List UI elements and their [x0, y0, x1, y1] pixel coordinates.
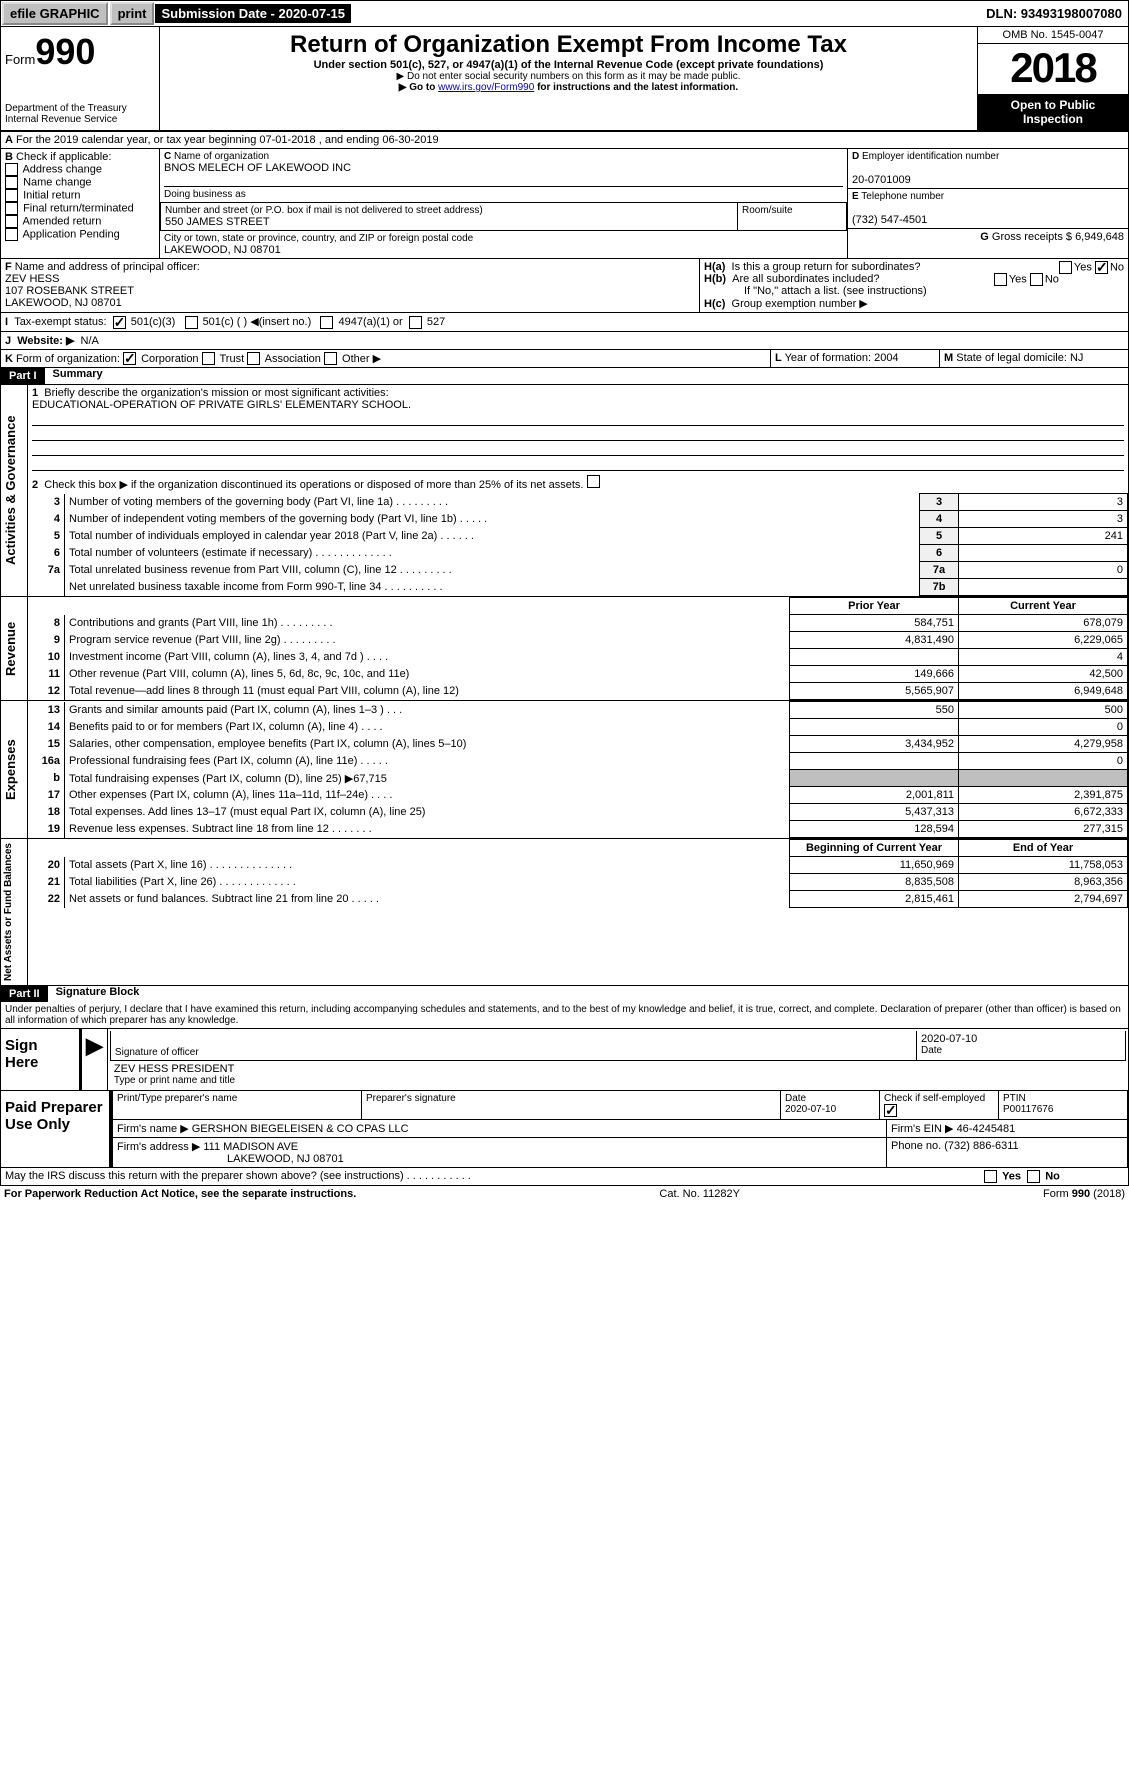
tax-year: 2018: [978, 44, 1128, 92]
phone: (732) 547-4501: [852, 214, 1124, 226]
chk-amended[interactable]: [5, 215, 18, 228]
paid-preparer-row: Paid Preparer Use Only Print/Type prepar…: [0, 1091, 1129, 1168]
chk-discuss-no[interactable]: [1027, 1170, 1040, 1183]
chk-address[interactable]: [5, 163, 18, 176]
chk-hb-no[interactable]: [1030, 273, 1043, 286]
rot-revenue: Revenue: [1, 597, 20, 700]
summary-block: Activities & Governance 1 Briefly descri…: [0, 385, 1129, 596]
form-subtitle-3: ▶ Go to www.irs.gov/Form990 for instruct…: [164, 82, 973, 93]
org-city: LAKEWOOD, NJ 08701: [164, 244, 843, 256]
form-subtitle-1: Under section 501(c), 527, or 4947(a)(1)…: [164, 59, 973, 71]
efile-button[interactable]: efile GRAPHIC: [2, 2, 108, 25]
irs-link[interactable]: www.irs.gov/Form990: [438, 82, 534, 93]
discuss-row: May the IRS discuss this return with the…: [0, 1168, 1129, 1186]
section-h: H(a) Is this a group return for subordin…: [700, 259, 1128, 312]
sections-b-to-g: B Check if applicable: Address change Na…: [0, 149, 1129, 258]
open-inspection: Open to Public Inspection: [978, 94, 1128, 130]
form-number: Form990: [5, 31, 155, 73]
form-header: Form990 Department of the Treasury Inter…: [0, 27, 1129, 132]
rot-netassets: Net Assets or Fund Balances: [1, 839, 16, 985]
chk-501c3[interactable]: [113, 316, 126, 329]
print-button[interactable]: print: [110, 2, 155, 25]
chk-4947[interactable]: [320, 316, 333, 329]
chk-hb-yes[interactable]: [994, 273, 1007, 286]
website: N/A: [81, 335, 99, 347]
rot-activities: Activities & Governance: [1, 385, 20, 596]
section-j: J Website: ▶ N/A: [0, 332, 1129, 350]
top-bar: efile GRAPHIC print Submission Date - 20…: [0, 0, 1129, 27]
sections-k-l-m: K Form of organization: Corporation Trus…: [0, 350, 1129, 369]
officer-print-name: ZEV HESS PRESIDENT: [114, 1063, 1122, 1075]
section-c: C Name of organization BNOS MELECH OF LA…: [160, 149, 847, 258]
chk-501c[interactable]: [185, 316, 198, 329]
sections-d-e-g: D Employer identification number 20-0701…: [847, 149, 1128, 258]
chk-ha-no[interactable]: [1095, 261, 1108, 274]
chk-527[interactable]: [409, 316, 422, 329]
summary-table-2: Prior YearCurrent Year8Contributions and…: [28, 597, 1128, 700]
chk-initial[interactable]: [5, 189, 18, 202]
footer: For Paperwork Reduction Act Notice, see …: [0, 1186, 1129, 1202]
sign-date: 2020-07-10: [921, 1033, 1121, 1045]
netassets-block: Net Assets or Fund Balances Beginning of…: [0, 838, 1129, 986]
officer-addr1: 107 ROSEBANK STREET: [5, 285, 134, 297]
chk-trust[interactable]: [202, 352, 215, 365]
section-i: I Tax-exempt status: 501(c)(3) 501(c) ( …: [0, 312, 1129, 332]
revenue-block: Revenue Prior YearCurrent Year8Contribut…: [0, 596, 1129, 700]
section-a: A For the 2019 calendar year, or tax yea…: [0, 132, 1129, 149]
firm-ein: 46-4245481: [957, 1123, 1016, 1135]
prep-date: 2020-07-10: [785, 1104, 836, 1115]
ein: 20-0701009: [852, 174, 1124, 186]
ptin: P00117676: [1003, 1104, 1053, 1115]
chk-corp[interactable]: [123, 352, 136, 365]
tax-period: For the 2019 calendar year, or tax year …: [16, 134, 439, 146]
chk-name[interactable]: [5, 176, 18, 189]
chk-pending[interactable]: [5, 228, 18, 241]
expenses-block: Expenses 13Grants and similar amounts pa…: [0, 700, 1129, 838]
dept-label: Department of the Treasury Internal Reve…: [5, 103, 155, 125]
firm-name: GERSHON BIEGELEISEN & CO CPAS LLC: [192, 1123, 409, 1135]
section-b: B Check if applicable: Address change Na…: [1, 149, 160, 258]
org-name: BNOS MELECH OF LAKEWOOD INC: [164, 162, 843, 174]
chk-assoc[interactable]: [247, 352, 260, 365]
summary-table-4: Beginning of Current YearEnd of Year20To…: [28, 839, 1128, 908]
penalty-text: Under penalties of perjury, I declare th…: [0, 1002, 1129, 1029]
part1-header: Part ISummary: [0, 368, 1129, 385]
chk-self-employed[interactable]: [884, 1104, 897, 1117]
room-suite-label: Room/suite: [742, 205, 842, 216]
firm-addr1: 111 MADISON AVE: [203, 1141, 298, 1153]
chk-discontinued[interactable]: [587, 475, 600, 488]
year-formation: 2004: [874, 352, 898, 364]
summary-table-1: 3Number of voting members of the governi…: [28, 493, 1128, 596]
dln: DLN: 93493198007080: [980, 4, 1128, 23]
org-street: 550 JAMES STREET: [165, 216, 733, 228]
summary-table-3: 13Grants and similar amounts paid (Part …: [28, 701, 1128, 838]
officer-name: ZEV HESS: [5, 273, 59, 285]
sign-here-row: Sign Here ▶ Signature of officer 2020-07…: [0, 1029, 1129, 1091]
sections-f-h: F Name and address of principal officer:…: [0, 258, 1129, 312]
chk-final[interactable]: [5, 202, 18, 215]
chk-other[interactable]: [324, 352, 337, 365]
part2-header: Part IISignature Block: [0, 986, 1129, 1002]
chk-discuss-yes[interactable]: [984, 1170, 997, 1183]
gross-receipts: 6,949,648: [1075, 231, 1124, 243]
form-subtitle-2: ▶ Do not enter social security numbers o…: [164, 71, 973, 82]
rot-expenses: Expenses: [1, 701, 20, 838]
section-f: F Name and address of principal officer:…: [1, 259, 700, 312]
domicile: NJ: [1070, 352, 1083, 364]
mission: EDUCATIONAL-OPERATION OF PRIVATE GIRLS' …: [32, 399, 411, 411]
submission-date: Submission Date - 2020-07-15: [155, 4, 351, 23]
firm-addr2: LAKEWOOD, NJ 08701: [117, 1153, 344, 1165]
officer-addr2: LAKEWOOD, NJ 08701: [5, 297, 122, 309]
form-title: Return of Organization Exempt From Incom…: [164, 31, 973, 59]
omb-number: OMB No. 1545-0047: [978, 27, 1128, 44]
firm-phone: (732) 886-6311: [944, 1140, 1018, 1152]
chk-ha-yes[interactable]: [1059, 261, 1072, 274]
